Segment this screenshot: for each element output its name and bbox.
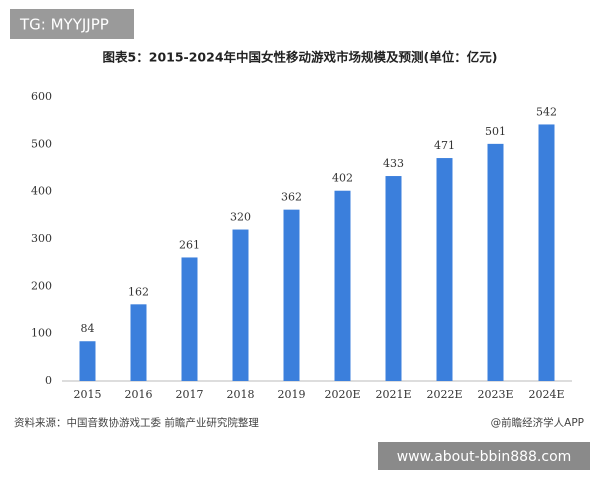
y-tick-label: 300 xyxy=(31,232,52,245)
credit: @前瞻经济学人APP xyxy=(491,416,584,429)
data-label: 84 xyxy=(81,322,95,335)
data-label: 471 xyxy=(434,139,455,152)
y-tick-label: 400 xyxy=(31,185,52,198)
data-label: 162 xyxy=(128,285,149,298)
data-label: 320 xyxy=(230,211,251,224)
data-label: 402 xyxy=(332,172,353,185)
x-tick-label: 2015 xyxy=(74,388,102,401)
x-tick-label: 2019 xyxy=(278,388,306,401)
bar xyxy=(79,341,96,381)
x-tick-label: 2017 xyxy=(176,388,204,401)
top-label-box xyxy=(10,9,134,39)
data-label: 362 xyxy=(281,191,302,204)
y-tick-label: 500 xyxy=(31,137,52,150)
data-label: 261 xyxy=(179,238,200,251)
x-tick-label: 2021E xyxy=(375,388,411,401)
bar xyxy=(130,304,147,381)
bar xyxy=(334,190,351,381)
x-tick-label: 2016 xyxy=(125,388,153,401)
bar xyxy=(181,257,198,381)
bar xyxy=(436,158,453,381)
data-label: 501 xyxy=(485,125,506,138)
x-tick-label: 2022E xyxy=(426,388,462,401)
bar xyxy=(385,176,402,381)
chart-title: 图表5：2015-2024年中国女性移动游戏市场规模及预测(单位：亿元) xyxy=(103,50,498,65)
x-tick-label: 2018 xyxy=(227,388,255,401)
y-tick-label: 600 xyxy=(31,90,52,103)
y-tick-label: 0 xyxy=(45,374,52,387)
bar xyxy=(538,124,555,381)
y-tick-label: 100 xyxy=(31,327,52,340)
x-tick-label: 2020E xyxy=(324,388,360,401)
bar xyxy=(487,143,504,381)
bar xyxy=(283,209,300,381)
source: 资料来源：中国音数协游戏工委 前瞻产业研究院整理 xyxy=(14,416,259,429)
data-label: 542 xyxy=(536,105,557,118)
y-tick-label: 200 xyxy=(31,279,52,292)
x-tick-label: 2024E xyxy=(528,388,564,401)
data-label: 433 xyxy=(383,157,404,170)
x-tick-label: 2023E xyxy=(477,388,513,401)
watermark-box xyxy=(378,442,590,470)
top-label: TG: MYYJJPP xyxy=(19,16,109,34)
watermark: www.about-bbin888.com xyxy=(397,449,572,465)
bar xyxy=(232,229,249,381)
